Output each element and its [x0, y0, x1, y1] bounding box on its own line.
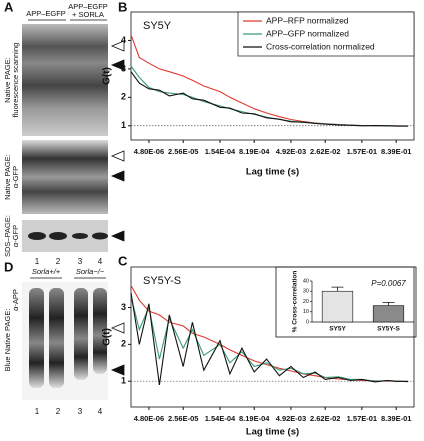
lane-number: 1 [35, 257, 40, 266]
y-tick-label: 2 [121, 339, 126, 349]
panel-label: A [4, 0, 14, 14]
x-tick-label: SY5Y-S [377, 326, 400, 333]
x-tick-label: 4.92E-03 [276, 414, 306, 423]
x-tick-label: 4.92E-03 [276, 147, 306, 156]
gel-header: Sorla−/− [76, 267, 105, 276]
x-tick-label: 8.19E-04 [239, 147, 270, 156]
series-line [130, 65, 409, 127]
x-tick-label: 8.39E-01 [381, 414, 411, 423]
y-tick-label: 0 [306, 319, 309, 325]
x-axis-label: Lag time (s) [246, 167, 299, 178]
x-tick-label: 2.56E-05 [168, 147, 198, 156]
gel-header: APP–EGFP [68, 2, 108, 11]
y-axis-label: % Cross-correlation [292, 271, 299, 333]
chart-title: SY5Y [143, 20, 172, 32]
side-label: α-GFP [11, 166, 20, 188]
y-tick-label: 1 [121, 376, 126, 386]
y-tick-label: 1 [121, 120, 126, 130]
series-line [130, 292, 409, 385]
bar [321, 290, 354, 323]
gel-header: APP–EGFP [26, 9, 66, 18]
x-tick-label: 1.54E-04 [205, 414, 236, 423]
plot-frame [130, 266, 415, 408]
side-label: Native PAGE: [3, 57, 12, 103]
x-tick-label: 1.57E-01 [347, 147, 377, 156]
x-axis-label: Lag time (s) [246, 427, 299, 438]
lane-number: 3 [78, 257, 83, 266]
x-tick-label: 2.62E-02 [310, 147, 340, 156]
series-line [130, 71, 409, 127]
y-tick-label: 4 [121, 35, 126, 45]
annotation: P=0.0067 [371, 279, 406, 288]
series-line [130, 285, 409, 383]
y-tick-label: 40 [303, 278, 309, 284]
side-label: α-APP [11, 289, 20, 311]
lane-number: 1 [35, 407, 40, 416]
bar [372, 305, 405, 323]
legend-box [237, 11, 415, 57]
x-tick-label: 2.62E-02 [310, 414, 340, 423]
x-tick-label: 2.56E-05 [168, 414, 198, 423]
bands [28, 232, 108, 240]
gel-header: + SORLA [72, 10, 104, 19]
gel-blot [22, 140, 108, 214]
side-label: α-GFP [11, 225, 20, 247]
arrowheads [110, 40, 125, 376]
lane-number: 3 [78, 407, 83, 416]
x-tick-label: 8.39E-01 [381, 147, 411, 156]
gel-blot [22, 24, 108, 136]
legend-label: Cross-correlation normalized [266, 41, 375, 51]
x-tick-label: 8.19E-04 [239, 414, 270, 423]
x-tick-label: 4.80E-06 [134, 147, 164, 156]
panel-label: C [118, 253, 128, 268]
y-tick-label: 10 [303, 309, 309, 315]
side-label: fluorescence scanning [11, 43, 20, 118]
x-tick-label: 1.57E-01 [347, 414, 377, 423]
panel-label: D [4, 259, 13, 274]
smears [29, 288, 107, 388]
panel-label: B [118, 0, 127, 14]
side-label: SDS–PAGE: [3, 215, 12, 257]
error-bar [382, 302, 395, 306]
y-tick-label: 3 [121, 302, 126, 312]
y-tick-label: 20 [303, 299, 309, 305]
legend-label: APP–GFP normalized [266, 28, 349, 38]
x-tick-label: 1.54E-04 [205, 147, 236, 156]
lane-number: 2 [56, 257, 61, 266]
y-tick-label: 3 [121, 63, 126, 73]
x-tick-label: 4.80E-06 [134, 414, 164, 423]
legend-label: APP–RFP normalized [266, 15, 349, 25]
lane-number: 4 [98, 257, 103, 266]
y-axis-label: G(t) [102, 328, 113, 346]
gel-header: Sorla+/+ [32, 267, 61, 276]
y-axis-label: G(t) [102, 67, 113, 85]
error-bar [331, 286, 344, 292]
x-tick-label: SY5Y [329, 326, 346, 333]
lane-number: 2 [56, 407, 61, 416]
chart-title: SY5Y-S [143, 275, 181, 287]
y-tick-label: 30 [303, 289, 309, 295]
lane-number: 4 [98, 407, 103, 416]
side-label: Blue Native PAGE: [3, 309, 12, 372]
y-tick-label: 2 [121, 92, 126, 102]
side-label: Native PAGE: [3, 154, 12, 200]
